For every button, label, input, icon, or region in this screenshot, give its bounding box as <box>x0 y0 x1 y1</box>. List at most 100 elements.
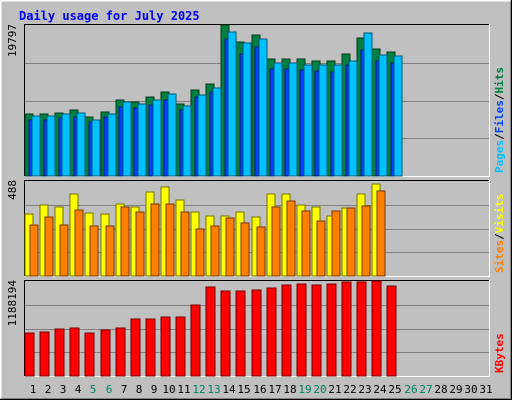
bar-kbytes-day-8 <box>130 318 141 377</box>
bar-kbytes-day-1 <box>24 332 35 377</box>
day-label-30: 30 <box>464 383 477 396</box>
day-label-13: 13 <box>207 383 220 396</box>
bar-sites-day-14 <box>225 217 235 277</box>
bar-pages-day-22 <box>348 60 358 177</box>
day-label-22: 22 <box>343 383 356 396</box>
day-label-26: 26 <box>404 383 417 396</box>
series-label-part: / <box>493 133 506 140</box>
panel-max-label: 488 <box>6 180 19 200</box>
chart-panels: 19797Pages/Files/Hits488Sites/Visits1188… <box>6 24 506 377</box>
series-label-part: Hits <box>493 67 506 94</box>
bar-sites-day-17 <box>271 206 281 277</box>
bar-sites-day-18 <box>286 200 296 277</box>
bar-pages-day-24 <box>378 54 388 177</box>
day-label-4: 4 <box>75 383 82 396</box>
bar-kbytes-day-12 <box>190 304 201 377</box>
bar-pages-day-8 <box>137 103 147 177</box>
bar-kbytes-day-9 <box>145 318 156 377</box>
bar-pages-day-17 <box>273 62 283 177</box>
bar-sites-day-5 <box>89 225 99 277</box>
bar-sites-day-19 <box>301 210 311 277</box>
panel-series-label: Sites/Visits <box>493 194 506 274</box>
day-label-10: 10 <box>162 383 175 396</box>
bar-pages-day-19 <box>303 64 313 177</box>
bar-kbytes-day-13 <box>205 286 216 377</box>
panel-series-label: KBytes <box>493 333 506 373</box>
day-label-12: 12 <box>192 383 205 396</box>
day-label-11: 11 <box>177 383 190 396</box>
series-pages <box>31 31 403 177</box>
day-label-3: 3 <box>60 383 67 396</box>
bar-sites-day-21 <box>331 210 341 277</box>
bar-pages-day-20 <box>318 64 328 177</box>
bar-pages-day-5 <box>91 119 101 177</box>
bar-kbytes-day-3 <box>54 328 65 377</box>
day-label-24: 24 <box>373 383 387 396</box>
day-label-7: 7 <box>121 383 128 396</box>
bar-kbytes-day-16 <box>251 289 262 377</box>
bar-kbytes-day-4 <box>69 327 80 377</box>
day-label-18: 18 <box>283 383 296 396</box>
bar-sites-day-11 <box>180 211 190 277</box>
bar-pages-day-18 <box>288 62 298 177</box>
bar-sites-day-7 <box>120 206 130 277</box>
bar-kbytes-day-22 <box>341 281 352 377</box>
day-label-28: 28 <box>434 383 447 396</box>
bar-kbytes-day-24 <box>371 280 382 377</box>
series-label-part: / <box>493 233 506 240</box>
panel-series-label: Pages/Files/Hits <box>493 67 506 173</box>
chart-title: Daily usage for July 2025 <box>19 9 200 23</box>
day-axis-labels: 1 2 3 4 5 6 7 8 9 10 11 12 13 14 15 16 17 18 19 20 21 22 23 24 2… <box>30 383 493 396</box>
bar-sites-day-12 <box>195 228 205 277</box>
bar-pages-day-3 <box>61 113 71 177</box>
day-label-31: 31 <box>479 383 492 396</box>
day-label-15: 15 <box>237 383 250 396</box>
bar-sites-day-24 <box>376 190 386 277</box>
day-label-16: 16 <box>253 383 266 396</box>
bar-pages-day-23 <box>363 32 373 177</box>
day-label-29: 29 <box>449 383 462 396</box>
bar-kbytes-day-20 <box>311 284 322 377</box>
bar-sites-day-6 <box>105 225 115 277</box>
series-label-part: Sites <box>493 240 506 273</box>
bar-kbytes-day-23 <box>356 281 367 377</box>
bar-kbytes-day-6 <box>100 329 111 377</box>
bar-sites-day-23 <box>361 205 371 277</box>
day-label-19: 19 <box>298 383 311 396</box>
series-label-part: Visits <box>493 194 506 234</box>
day-label-25: 25 <box>388 383 401 396</box>
bar-sites-day-4 <box>74 209 84 277</box>
bar-kbytes-day-18 <box>281 284 292 377</box>
bar-kbytes-day-10 <box>160 316 171 377</box>
bar-pages-day-13 <box>212 87 222 177</box>
bar-kbytes-day-2 <box>39 331 50 377</box>
panel-max-label: 19797 <box>6 24 19 57</box>
panel-visits-sites: 488 Sites/Visits <box>6 180 506 277</box>
bar-sites-day-1 <box>29 224 39 277</box>
bar-sites-day-9 <box>150 203 160 277</box>
day-label-6: 6 <box>106 383 113 396</box>
series-kbytes <box>24 280 397 377</box>
series-label-part: KBytes <box>493 333 506 373</box>
day-label-27: 27 <box>419 383 432 396</box>
bar-pages-day-6 <box>107 113 117 177</box>
day-label-23: 23 <box>358 383 371 396</box>
day-label-5: 5 <box>90 383 97 396</box>
bar-pages-day-15 <box>242 42 252 177</box>
bar-sites-day-15 <box>240 222 250 277</box>
bar-kbytes-day-11 <box>175 316 186 377</box>
bar-sites-day-10 <box>165 203 175 277</box>
bar-pages-day-9 <box>152 99 162 177</box>
bar-pages-day-4 <box>76 112 86 177</box>
bar-pages-day-7 <box>122 101 132 177</box>
bar-pages-day-14 <box>227 31 237 177</box>
bar-kbytes-day-15 <box>235 290 246 377</box>
bar-pages-day-2 <box>46 115 56 177</box>
bar-kbytes-day-21 <box>326 283 337 377</box>
day-label-21: 21 <box>328 383 341 396</box>
day-label-2: 2 <box>45 383 52 396</box>
panel-max-label: 1188194 <box>6 280 19 327</box>
